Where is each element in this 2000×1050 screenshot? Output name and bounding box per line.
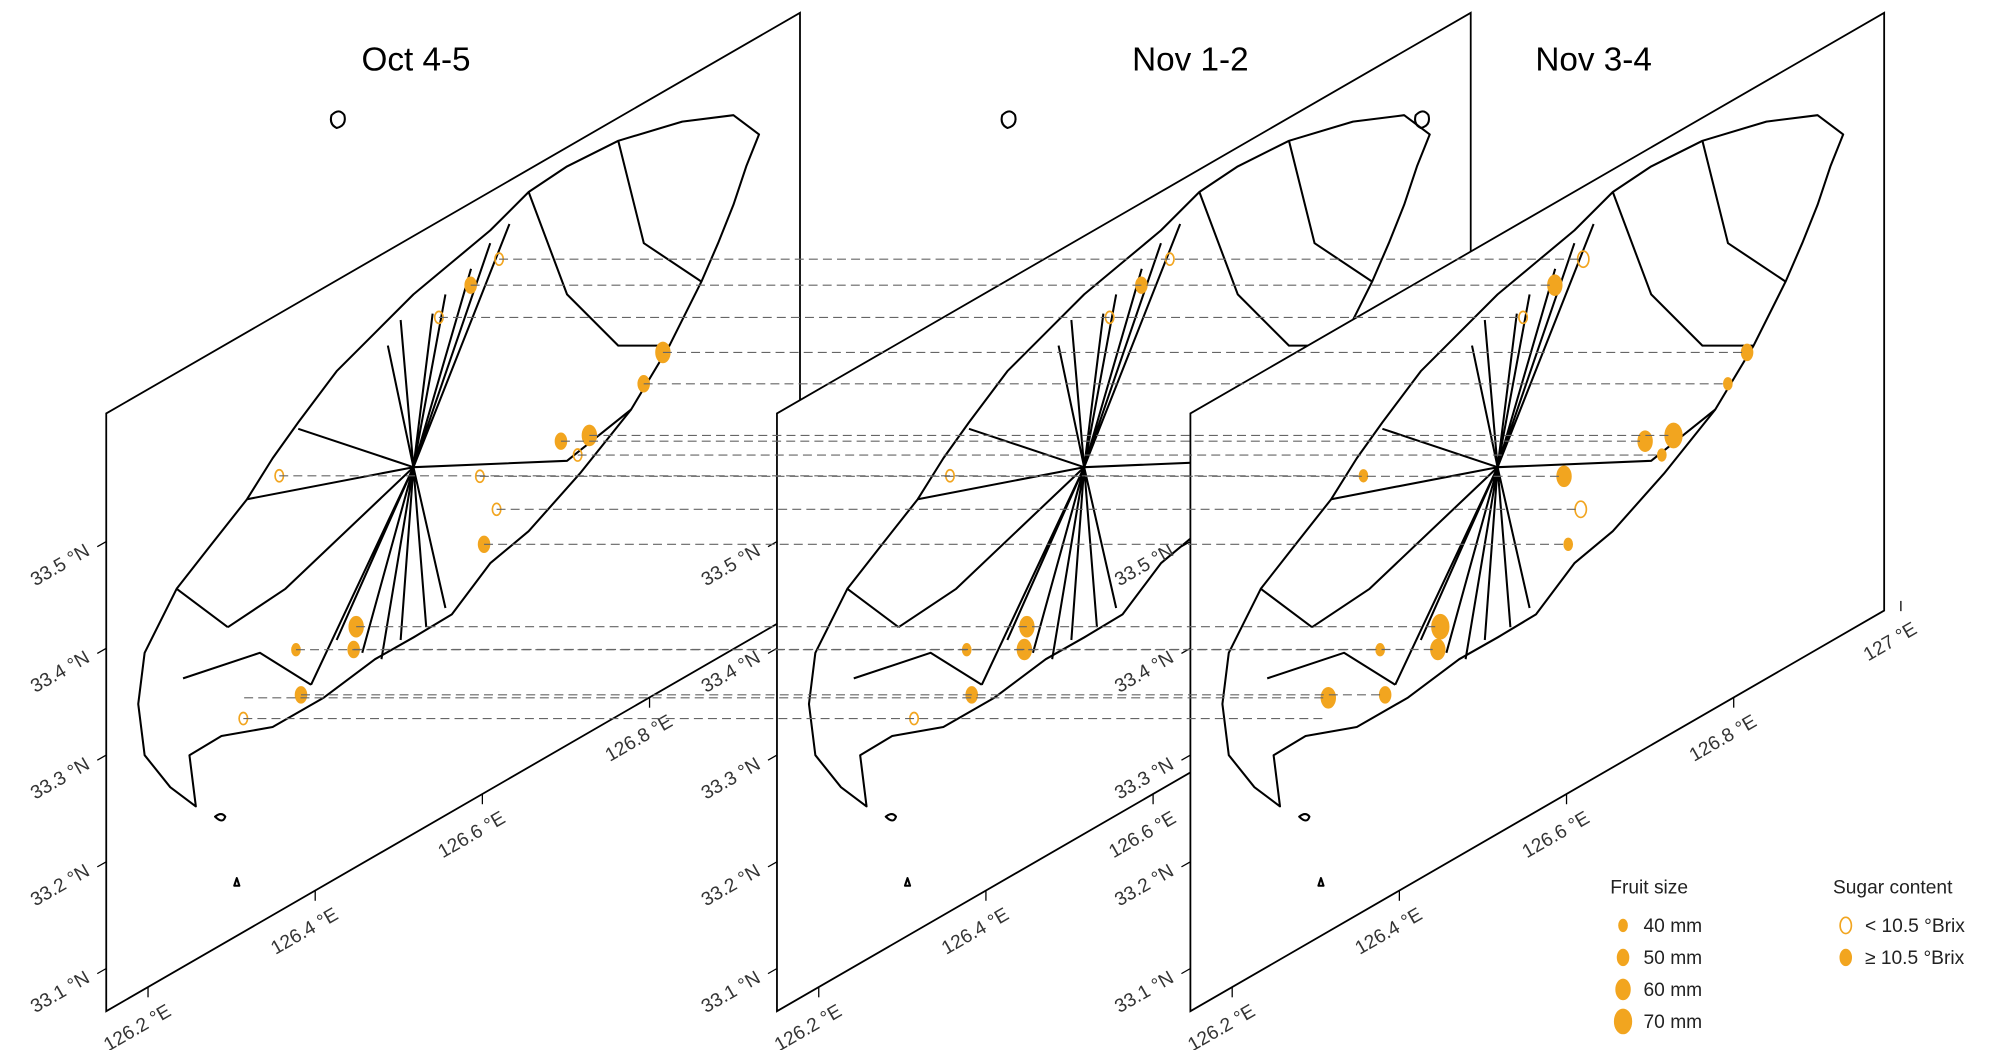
panel-title: Oct 4-5 — [361, 41, 470, 78]
y-tick — [1181, 540, 1191, 548]
legend-label: 50 mm — [1644, 948, 1703, 969]
sample-point — [1618, 918, 1628, 933]
y-tick — [96, 967, 107, 975]
y-tick — [1181, 967, 1191, 975]
y-tick — [96, 540, 107, 548]
panel-frame — [105, 11, 801, 1013]
legend-title: Fruit size — [1610, 877, 1688, 898]
sample-point — [1616, 948, 1630, 967]
connectors — [243, 258, 1748, 720]
y-tick — [1181, 754, 1191, 761]
y-tick-label: 33.2 °N — [27, 861, 93, 911]
plot-area: Oct 4-5 33.1 °N 33.2 °N 33.3 °N 33.4 °N 33.5 … — [27, 11, 1965, 1050]
sample-point — [1839, 916, 1853, 935]
sample-point — [1518, 310, 1529, 325]
y-tick-label: 33.5 °N — [27, 540, 93, 590]
sample-point — [1613, 1008, 1633, 1035]
legend-label: 40 mm — [1644, 916, 1703, 937]
y-tick-label: 33.1 °N — [698, 967, 764, 1017]
y-tick-label: 33.3 °N — [698, 754, 764, 804]
sample-point — [1656, 448, 1667, 462]
panel-frame — [1189, 11, 1886, 1013]
y-tick — [96, 754, 107, 761]
y-tick — [767, 647, 778, 654]
panel-title: Nov 3-4 — [1535, 41, 1651, 78]
y-tick-label: 33.4 °N — [27, 647, 93, 697]
sample-point — [1839, 948, 1853, 967]
legend-label: 70 mm — [1644, 1012, 1703, 1033]
legend-label: 60 mm — [1644, 980, 1703, 1001]
legend: Fruit size 40 mm 50 mm 60 mm 70 mm Sugar cont… — [1610, 877, 1965, 1035]
y-tick — [767, 754, 778, 761]
y-tick — [96, 861, 107, 868]
x-tick-label: 127 °E — [1860, 619, 1921, 666]
y-tick — [1181, 861, 1191, 868]
sample-point — [1563, 537, 1574, 551]
legend-title: Sugar content — [1833, 877, 1953, 898]
legend-label: < 10.5 °Brix — [1865, 916, 1965, 937]
y-tick-label: 33.2 °N — [698, 861, 764, 911]
y-tick-label: 33.1 °N — [1111, 967, 1177, 1017]
y-tick-label: 33.1 °N — [27, 967, 93, 1017]
panel-title: Nov 1-2 — [1132, 41, 1248, 78]
sample-point — [1615, 978, 1631, 1001]
y-tick — [767, 861, 778, 868]
sample-point — [1320, 686, 1337, 709]
sample-point — [1723, 377, 1733, 391]
y-tick — [96, 647, 107, 654]
y-tick-label: 33.3 °N — [27, 754, 93, 804]
y-tick-label: 33.2 °N — [1111, 861, 1177, 911]
y-tick — [767, 967, 778, 975]
legend-label: ≥ 10.5 °Brix — [1865, 948, 1965, 969]
